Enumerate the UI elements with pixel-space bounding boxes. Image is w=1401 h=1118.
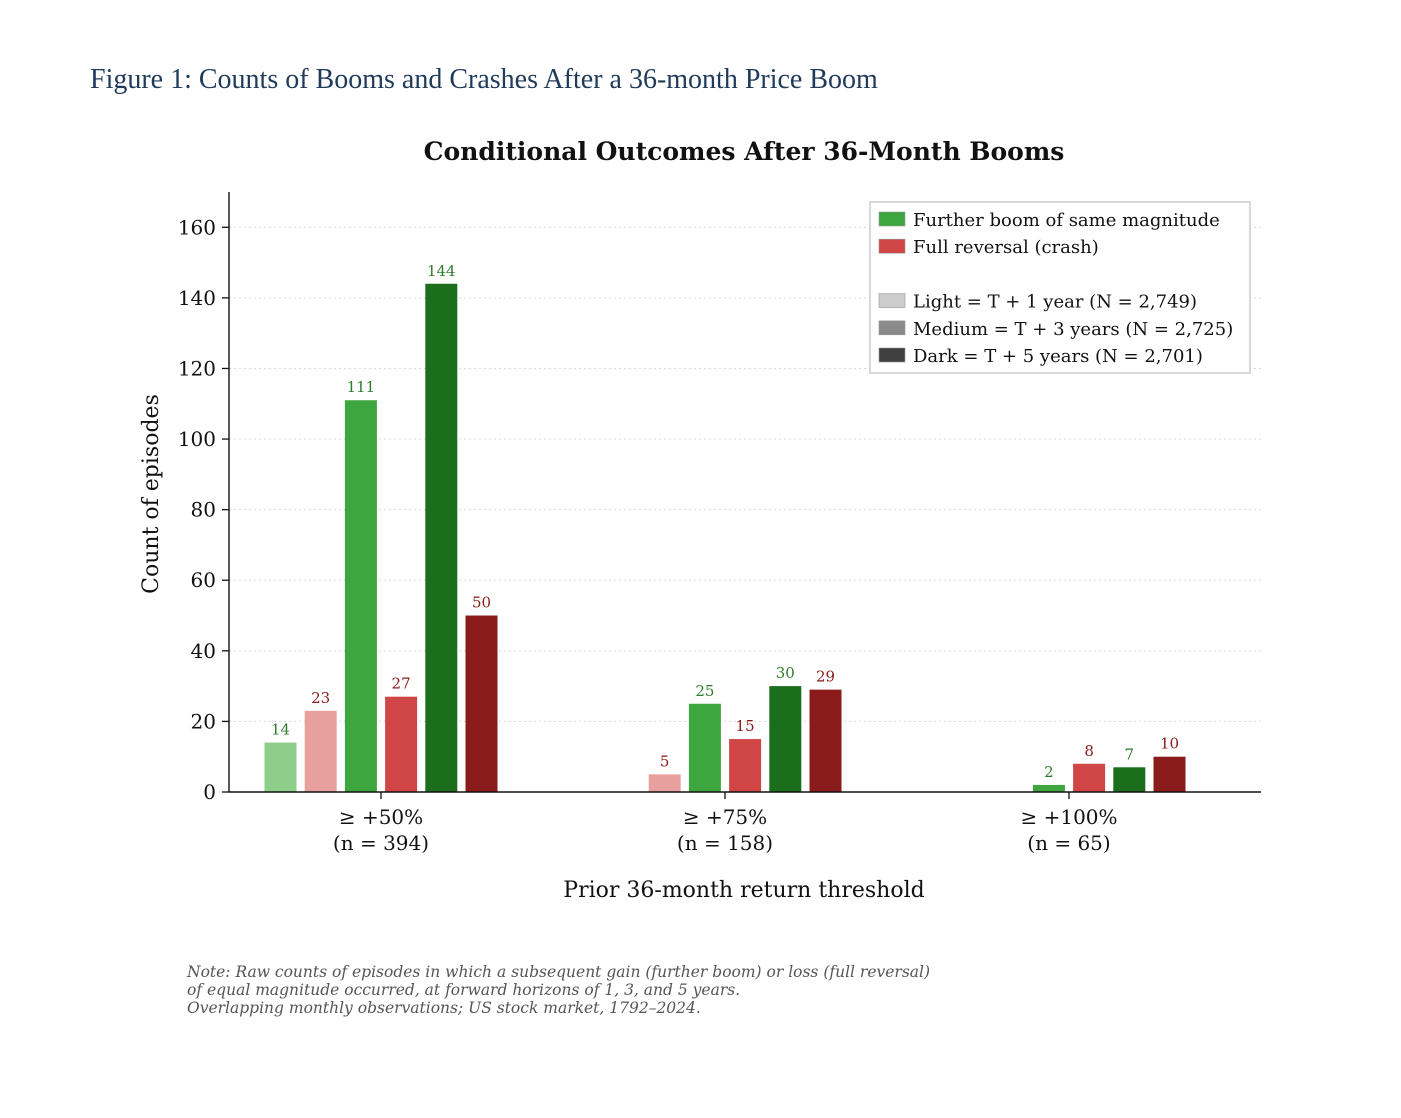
y-axis-label: Count of episodes xyxy=(139,394,164,594)
bar-boom-T1 xyxy=(264,742,297,792)
x-tick-label: ≥ +50% xyxy=(339,805,423,829)
bar-crash-T5 xyxy=(465,615,498,792)
data-label: 30 xyxy=(776,664,795,682)
y-tick-label: 40 xyxy=(191,639,216,663)
data-label: 23 xyxy=(311,689,330,707)
chart-note: Note: Raw counts of episodes in which a … xyxy=(187,963,1087,1017)
legend-frame xyxy=(869,201,1251,374)
bar-boom-T5 xyxy=(769,686,802,792)
bar-boom-T3 xyxy=(688,703,721,792)
bar-crash-T3 xyxy=(729,739,762,792)
data-label: 29 xyxy=(816,668,835,686)
note-line: Note: Raw counts of episodes in which a … xyxy=(187,963,931,981)
bar-crash-T5 xyxy=(1153,756,1186,792)
y-tick-label: 140 xyxy=(178,286,216,310)
bar-boom-T5 xyxy=(1113,767,1146,792)
x-axis-label: Prior 36-month return threshold xyxy=(563,878,924,903)
bar-crash-T3 xyxy=(1073,763,1106,792)
data-label: 50 xyxy=(472,594,491,612)
x-tick-label: ≥ +75% xyxy=(683,805,767,829)
note-line: Overlapping monthly observations; US sto… xyxy=(187,999,701,1017)
y-tick-label: 160 xyxy=(178,215,216,239)
legend-swatch xyxy=(878,293,906,308)
bar-boom-T5 xyxy=(425,283,458,792)
bars xyxy=(264,283,1186,792)
y-tick-label: 0 xyxy=(203,780,216,804)
legend: Further boom of same magnitude Full rever… xyxy=(869,201,1251,374)
x-tick-sublabel: (n = 394) xyxy=(333,831,429,855)
legend-swatch xyxy=(878,238,906,254)
x-tick-sublabel: (n = 158) xyxy=(677,831,773,855)
bar-boom-T3 xyxy=(344,400,377,792)
axes xyxy=(228,192,1261,793)
y-tick-label: 120 xyxy=(178,356,216,380)
y-tick-label: 100 xyxy=(178,427,216,451)
bar-crash-T1 xyxy=(304,710,337,792)
data-label: 25 xyxy=(695,682,714,700)
data-label: 7 xyxy=(1125,745,1135,763)
y-tick-label: 80 xyxy=(191,498,216,522)
legend-label: Further boom of same magnitude xyxy=(913,210,1220,231)
data-label: 15 xyxy=(736,717,755,735)
legend-swatch xyxy=(878,320,906,336)
figure-caption: Figure 1: Counts of Booms and Crashes Af… xyxy=(90,64,878,95)
bar-crash-T5 xyxy=(809,689,842,792)
legend-label: Full reversal (crash) xyxy=(913,237,1099,258)
x-tick-label: ≥ +100% xyxy=(1020,805,1117,829)
y-tick-label: 20 xyxy=(191,709,216,733)
data-label: 10 xyxy=(1160,735,1179,753)
bar-crash-T1 xyxy=(648,774,681,792)
legend-swatch xyxy=(878,347,906,363)
data-label: 144 xyxy=(427,262,456,280)
data-label: 5 xyxy=(660,752,670,770)
legend-label: Medium = T + 3 years (N = 2,725) xyxy=(913,319,1233,340)
data-label: 2 xyxy=(1044,763,1054,781)
legend-label: Dark = T + 5 years (N = 2,701) xyxy=(913,346,1203,367)
x-tick-sublabel: (n = 65) xyxy=(1027,831,1110,855)
y-tick-label: 60 xyxy=(191,568,216,592)
data-label: 14 xyxy=(271,721,290,739)
data-label: 111 xyxy=(347,378,376,396)
y-axis-ticks: 0 20 40 60 80 100 120 140 160 xyxy=(178,215,229,804)
legend-label: Light = T + 1 year (N = 2,749) xyxy=(913,292,1197,313)
x-axis-ticks: ≥ +50%(n = 394) ≥ +75%(n = 158) ≥ +100%(n … xyxy=(333,792,1118,855)
legend-swatch xyxy=(878,211,906,227)
chart-title: Conditional Outcomes After 36-Month Boom… xyxy=(424,137,1065,166)
data-label: 27 xyxy=(392,675,411,693)
bar-boom-T3 xyxy=(1032,784,1065,792)
bar-crash-T3 xyxy=(385,696,418,792)
data-label: 8 xyxy=(1084,742,1094,760)
note-line: of equal magnitude occurred, at forward … xyxy=(187,981,741,999)
